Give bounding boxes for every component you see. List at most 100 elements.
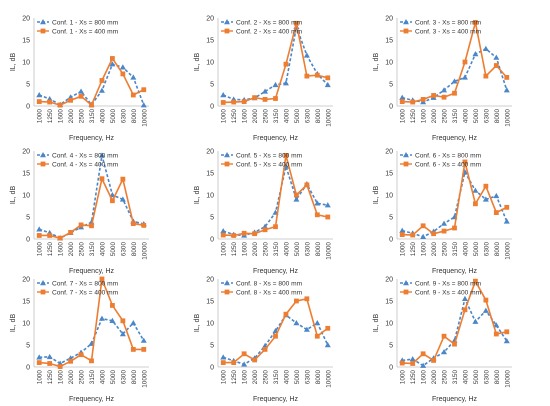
x-tick-label: 6300	[120, 242, 127, 257]
x-tick-label: 1000	[400, 242, 407, 257]
chart-panel-7: 0 5 10 15 20 1000 1250 1600 2000 2500 3150 4000 5000…	[10, 276, 149, 403]
data-point	[493, 54, 500, 60]
data-point	[231, 99, 237, 105]
x-tick-label: 6300	[304, 109, 311, 124]
data-point	[473, 278, 478, 284]
series-line	[39, 56, 145, 107]
data-point	[99, 276, 105, 282]
legend-label: Conf. 5 - Xs = 800 mm	[236, 152, 303, 159]
data-point	[36, 99, 42, 104]
data-point	[420, 351, 426, 357]
chart-panel-2: 0 5 10 15 20 1000 1250 1600 2000 2500 3150 4000 5000…	[194, 16, 333, 142]
data-point	[504, 329, 510, 335]
legend-label: Conf. 2 - Xs = 400 mm	[236, 28, 303, 35]
data-point	[410, 361, 416, 366]
x-tick-label: 3150	[452, 370, 459, 385]
x-tick-label: 6300	[483, 109, 490, 124]
y-tick-label: 5	[26, 215, 30, 222]
data-point	[325, 75, 331, 81]
data-point	[282, 80, 289, 86]
data-point	[36, 226, 43, 232]
x-tick-label: 1600	[242, 370, 249, 385]
legend-label: Conf. 5 - Xs = 400 mm	[236, 161, 303, 168]
data-point	[241, 99, 247, 104]
x-tick-label: 10000	[141, 370, 148, 388]
data-point	[119, 64, 126, 70]
x-tick-label: 3150	[273, 370, 280, 385]
data-point	[220, 360, 226, 365]
data-point	[293, 196, 300, 202]
data-point	[452, 225, 457, 231]
data-point	[57, 102, 63, 108]
y-tick-label: 15	[206, 299, 214, 306]
data-point	[462, 159, 468, 165]
y-tick-label: 10	[206, 193, 214, 200]
data-point	[431, 231, 436, 237]
data-point	[441, 333, 447, 339]
data-point	[78, 222, 84, 228]
data-point	[47, 99, 53, 105]
chart-panel-8: 0 5 10 15 20 1000 1250 1600 2000 2500 3150 4000 5000…	[194, 277, 333, 403]
legend-label: Conf. 6 - Xs = 400 mm	[415, 161, 482, 168]
chart-panel-4: 0 5 10 15 20 1000 1250 1600 2000 2500 3150 4000 5000…	[10, 149, 149, 275]
y-tick-label: 15	[385, 38, 393, 45]
x-tick-label: 2500	[263, 242, 270, 257]
legend-marker	[403, 152, 409, 158]
data-point	[283, 153, 289, 158]
x-tick-label: 4000	[99, 109, 106, 124]
x-tick-label: 10000	[325, 109, 332, 127]
data-point	[324, 81, 331, 88]
x-tick-label: 3150	[89, 242, 96, 257]
legend-label: Conf. 7 - Xs = 800 mm	[52, 280, 119, 287]
x-tick-label: 1000	[400, 370, 407, 385]
data-point	[89, 102, 94, 108]
data-point	[78, 93, 84, 99]
data-point	[241, 230, 247, 236]
x-tick-label: 10000	[325, 242, 332, 260]
data-point	[283, 61, 289, 67]
legend-label: Conf. 4 - Xs = 400 mm	[52, 161, 119, 168]
data-point	[472, 318, 479, 324]
x-tick-label: 2000	[431, 370, 438, 385]
data-point	[68, 97, 73, 103]
legend-marker	[403, 289, 409, 295]
data-point	[262, 97, 268, 102]
legend-marker	[40, 19, 46, 25]
x-tick-label: 8000	[494, 242, 501, 257]
y-tick-label: 0	[389, 237, 393, 244]
x-tick-label: 5000	[294, 109, 301, 124]
x-tick-label: 2000	[252, 370, 259, 385]
data-point	[109, 317, 116, 323]
y-tick-label: 15	[22, 299, 30, 306]
data-point	[493, 322, 500, 328]
data-point	[220, 100, 226, 105]
data-point	[324, 202, 331, 208]
x-tick-label: 10000	[325, 370, 332, 388]
series-line	[402, 47, 508, 103]
legend-label: Conf. 7 - Xs = 400 mm	[52, 289, 119, 296]
x-axis-label: Frequency, Hz	[69, 268, 114, 275]
x-tick-label: 4000	[283, 242, 290, 257]
x-tick-label: 8000	[494, 370, 501, 385]
data-point	[472, 187, 479, 193]
data-point	[99, 176, 105, 182]
x-tick-label: 1250	[47, 242, 54, 257]
data-point	[483, 73, 489, 79]
data-point	[119, 331, 126, 337]
data-point	[431, 358, 436, 363]
data-point	[130, 92, 136, 98]
x-tick-label: 1000	[37, 242, 44, 257]
data-point	[441, 349, 448, 355]
y-axis-label: IL, dB	[10, 314, 17, 333]
y-axis-label: IL, dB	[10, 186, 17, 205]
data-point	[493, 63, 499, 68]
y-tick-label: 0	[210, 237, 214, 244]
x-tick-label: 10000	[504, 109, 511, 127]
y-tick-label: 5	[26, 82, 30, 89]
x-tick-label: 6300	[120, 109, 127, 124]
series-line	[402, 161, 508, 236]
y-tick-label: 20	[22, 149, 30, 156]
x-tick-label: 1000	[400, 109, 407, 124]
x-tick-label: 2000	[68, 370, 75, 385]
data-point	[420, 223, 426, 229]
